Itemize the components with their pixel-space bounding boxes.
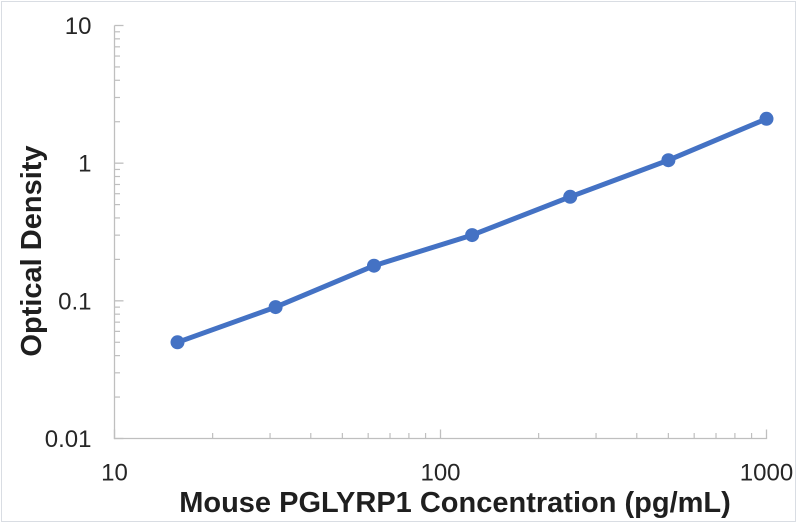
y-tick-label: 1 (78, 151, 91, 178)
data-point (268, 300, 283, 315)
data-point (170, 335, 185, 350)
y-axis-title: Optical Density (16, 145, 48, 356)
y-tick-label: 10 (65, 13, 92, 40)
axes-layer: 10 100 1000 0.01 0.1 1 10 (45, 13, 793, 487)
x-axis-title: Mouse PGLYRP1 Concentration (pg/mL) (179, 487, 731, 519)
data-point (661, 153, 676, 168)
data-point (563, 189, 578, 204)
data-point (367, 258, 381, 273)
x-tick-label: 1000 (740, 460, 793, 487)
y-tick-label: 0.01 (45, 426, 92, 453)
y-tick-label: 0.1 (58, 288, 91, 315)
data-point (759, 111, 774, 126)
data-series-layer (170, 111, 774, 350)
x-tick-label: 100 (420, 460, 460, 487)
data-point (465, 228, 480, 243)
x-tick-label: 10 (101, 460, 128, 487)
